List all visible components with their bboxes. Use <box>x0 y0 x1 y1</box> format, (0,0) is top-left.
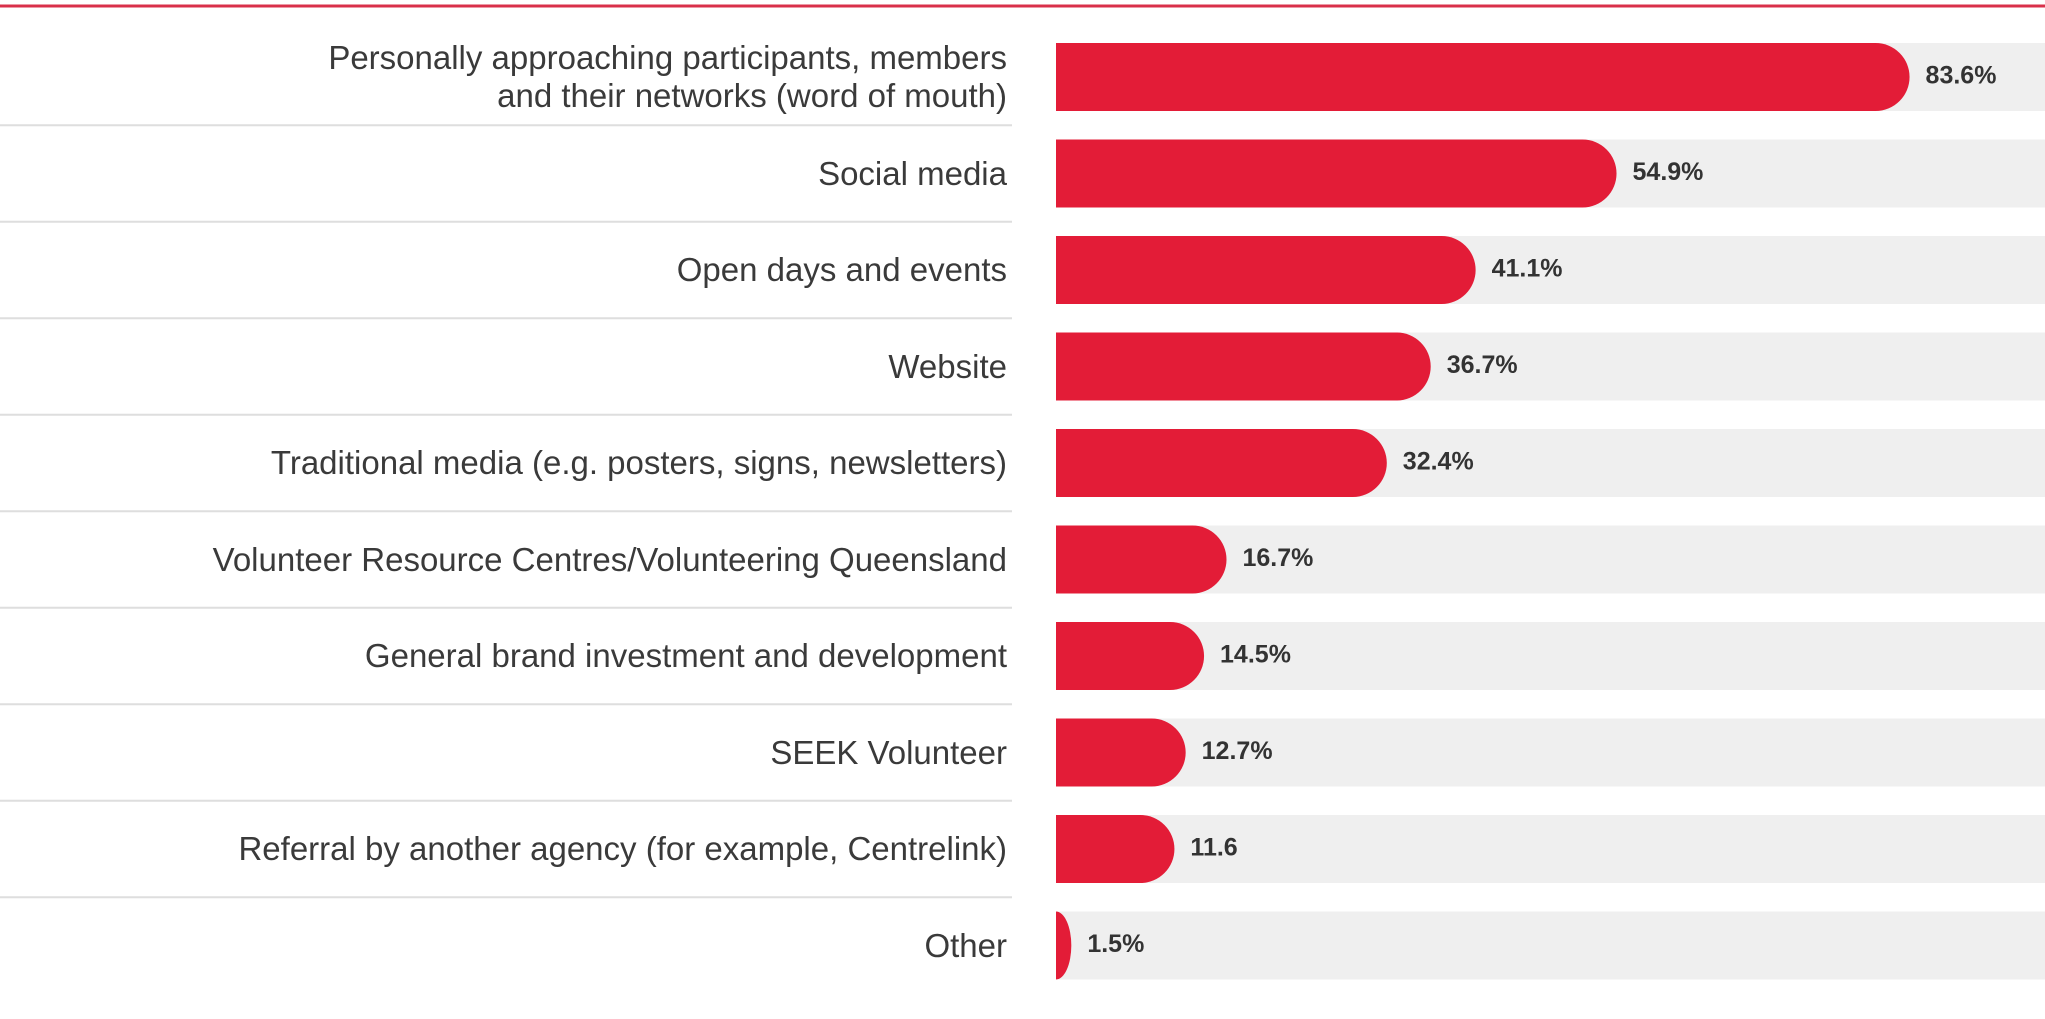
bar-track <box>1056 525 2045 594</box>
category-label: Social media <box>818 154 1007 192</box>
bar <box>1056 622 1205 690</box>
category-label: Other <box>924 926 1007 964</box>
category-label: SEEK Volunteer <box>770 733 1007 771</box>
value-label: 16.7% <box>1243 544 1314 572</box>
value-label: 32.4% <box>1403 448 1474 476</box>
bar <box>1056 139 1617 208</box>
category-label: Traditional media (e.g. posters, signs, … <box>270 444 1007 481</box>
category-label: Website <box>888 347 1007 385</box>
bar <box>1056 332 1431 401</box>
value-label: 12.7% <box>1202 737 1273 765</box>
value-label: 41.1% <box>1492 255 1563 283</box>
bar <box>1056 525 1227 594</box>
bar <box>1056 429 1387 497</box>
bar-track <box>1056 911 2045 980</box>
category-label: General brand investment and development <box>364 637 1007 674</box>
value-label: 14.5% <box>1220 641 1291 669</box>
value-label: 83.6% <box>1926 62 1997 90</box>
bar-track <box>1056 718 2045 787</box>
category-label: Open days and events <box>676 251 1007 288</box>
bar-track <box>1056 622 2045 690</box>
category-label: Personally approaching participants, mem… <box>328 39 1007 114</box>
bar <box>1056 718 1186 787</box>
value-label: 36.7% <box>1447 351 1518 379</box>
category-label: Referral by another agency (for example,… <box>238 830 1007 867</box>
bar <box>1056 236 1476 304</box>
value-label: 11.6 <box>1190 834 1237 862</box>
bar-track <box>1056 815 2045 883</box>
category-label: Volunteer Resource Centres/Volunteering … <box>212 540 1007 578</box>
bar <box>1056 911 1072 980</box>
value-label: 1.5% <box>1087 930 1144 958</box>
bar <box>1056 815 1175 883</box>
bar <box>1056 43 1910 111</box>
value-label: 54.9% <box>1633 158 1704 186</box>
